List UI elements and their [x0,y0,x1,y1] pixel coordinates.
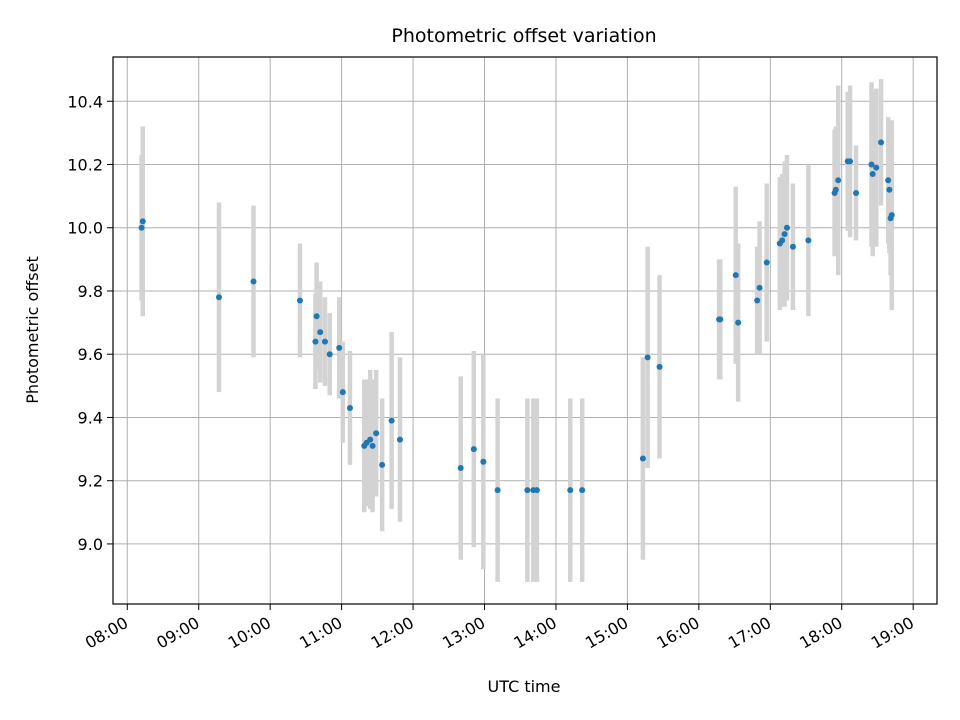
data-point [494,487,501,494]
data-point [763,259,770,266]
data-point [369,442,376,449]
data-point [754,297,761,304]
grid [113,57,937,604]
data-point [847,158,854,165]
y-tick-label: 9.6 [78,345,103,364]
data-point [296,297,303,304]
y-tick-label: 10.4 [67,92,103,111]
data-point [868,161,875,168]
data-point [457,465,464,472]
data-point [869,170,876,177]
data-point [717,316,724,323]
data-point [388,417,395,424]
data-point [567,487,574,494]
data-point [326,351,333,358]
data-point [346,404,353,411]
data-point [835,177,842,184]
data-point [781,231,788,238]
data-point [524,487,531,494]
data-point [832,186,839,193]
data-point [873,164,880,171]
data-point [373,430,380,437]
data-point [656,363,663,370]
data-point [853,189,860,196]
data-point [886,186,893,193]
data-point [480,458,487,465]
data-point [644,354,651,361]
data-point [313,313,320,320]
plot-frame [112,56,938,605]
data-point [336,344,343,351]
data-point [805,237,812,244]
data-point [321,338,328,345]
data-points [138,139,895,494]
y-tick-label: 10.0 [67,219,103,238]
y-tick-label: 9.8 [78,282,103,301]
data-point [779,237,786,244]
data-point [756,284,763,291]
y-tick-label: 9.4 [78,408,103,427]
data-point [732,272,739,279]
data-point [579,487,586,494]
data-point [215,294,222,301]
y-tick-label: 9.2 [78,472,103,491]
data-point [339,389,346,396]
data-point [138,224,145,231]
data-point [888,212,895,219]
data-point [533,487,540,494]
chart-title: Photometric offset variation [391,25,656,47]
y-axis: 9.0 9.2 9.4 9.6 9.8 10.0 10.2 10.4 [67,92,113,554]
data-point [139,218,146,225]
y-tick-label: 10.2 [67,156,103,175]
data-point [783,224,790,231]
data-point [367,436,374,443]
data-point [312,338,319,345]
x-axis-label: UTC time [488,677,561,696]
data-point [878,139,885,146]
y-axis-label: Photometric offset [23,256,42,404]
data-point [379,461,386,468]
data-point [470,446,477,453]
data-point [396,436,403,443]
data-point [735,319,742,326]
data-point [789,243,796,250]
y-tick-label: 9.0 [78,535,103,554]
data-point [250,278,257,285]
data-point [317,329,324,336]
data-point [885,177,892,184]
data-point [639,455,646,462]
